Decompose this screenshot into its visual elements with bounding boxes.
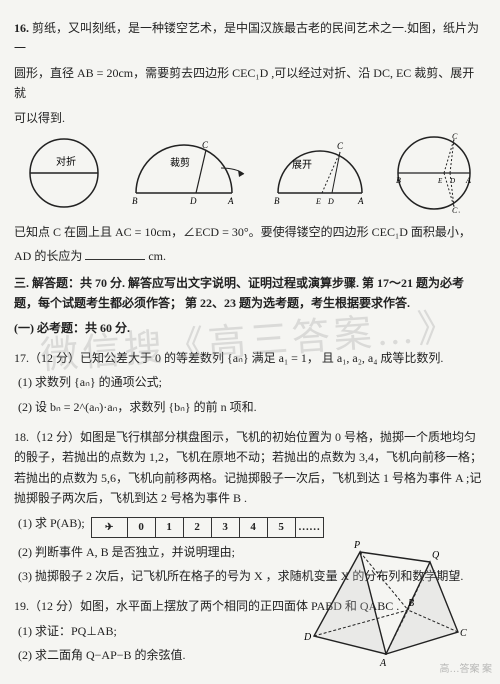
answer-blank[interactable]	[85, 248, 145, 260]
svg-text:A: A	[357, 196, 364, 206]
semicircle-cut: B A C D 裁剪	[126, 138, 246, 208]
cell-1: 1	[155, 517, 183, 537]
svg-text:B: B	[408, 598, 414, 609]
q16-line5b: cm.	[148, 249, 166, 263]
circle-full: 对折	[26, 135, 102, 211]
svg-text:A: A	[465, 176, 471, 185]
q16-number: 16.	[14, 21, 29, 35]
svg-text:E: E	[437, 177, 443, 185]
svg-text:C: C	[337, 141, 344, 151]
tetrahedra-diagram: P Q D A B C	[290, 538, 470, 674]
svg-text:展开: 展开	[292, 159, 312, 171]
cell-4: 4	[239, 517, 267, 537]
svg-text:D: D	[303, 632, 312, 643]
q16-line1: 16. 剪纸，又叫刻纸，是一种镂空艺术，是中国汉族最古老的民间艺术之一.如图，纸…	[14, 18, 486, 59]
svg-text:B: B	[396, 176, 401, 185]
svg-text:D: D	[449, 177, 455, 185]
q18-head: 18.（12 分）如图是飞行棋部分棋盘图示，飞机的初始位置为 0 号格，抛掷一个…	[14, 427, 486, 509]
question-16: 16. 剪纸，又叫刻纸，是一种镂空艺术，是中国汉族最古老的民间艺术之一.如图，纸…	[14, 18, 486, 267]
circle-final: C C₁ A B E D	[394, 133, 474, 213]
q16-line5: AD 的长应为 cm.	[14, 246, 486, 266]
semicircle-unfold: B A C E D 展开	[270, 138, 370, 208]
svg-text:C: C	[202, 140, 209, 150]
svg-text:D: D	[189, 196, 197, 206]
cell-ellipsis: ……	[295, 517, 323, 537]
footer-watermark: 高…答案 案	[440, 661, 493, 678]
q18-s1: (1) 求 P(AB);	[14, 513, 85, 533]
svg-text:D: D	[327, 197, 334, 206]
svg-text:C: C	[452, 133, 458, 141]
cell-0: 0	[127, 517, 155, 537]
svg-text:B: B	[132, 196, 138, 206]
section3-subtitle: (一) 必考题：共 60 分.	[14, 318, 486, 338]
q16-text1: 剪纸，又叫刻纸，是一种镂空艺术，是中国汉族最古老的民间艺术之一.如图，纸片为一	[14, 21, 479, 55]
svg-text:C: C	[460, 628, 467, 639]
q16-line5a: AD 的长应为	[14, 249, 82, 263]
svg-text:P: P	[353, 540, 360, 551]
svg-text:C₁: C₁	[452, 206, 460, 213]
svg-text:A: A	[227, 196, 234, 206]
q17-s1: (1) 求数列 {aₙ} 的通项公式;	[14, 372, 486, 392]
svg-text:对折: 对折	[56, 155, 76, 168]
cell-5: 5	[267, 517, 295, 537]
q16-line2: 圆形，直径 AB = 20cm，需要剪去四边形 CEC₁D ,可以经过对折、沿 …	[14, 63, 486, 104]
question-17: 17.（12 分）已知公差大于 0 的等差数列 {aₙ} 满足 a₁ = 1， …	[14, 348, 486, 417]
cell-3: 3	[211, 517, 239, 537]
plane-icon: ✈	[105, 522, 113, 533]
q16-line4: 已知点 C 在圆上且 AC = 10cm，∠ECD = 30°。要使得镂空的四边…	[14, 222, 486, 242]
section3-title: 三. 解答题：共 70 分. 解答应写出文字说明、证明过程或演算步骤. 第 17…	[14, 273, 486, 314]
q18-table-wrap: ✈ 0 1 2 3 4 5 ……	[85, 517, 324, 538]
plane-icon-cell: ✈	[91, 517, 127, 537]
flight-table: ✈ 0 1 2 3 4 5 ……	[91, 517, 324, 538]
svg-text:E: E	[315, 197, 321, 206]
q16-diagram-row: 对折 B A C D 裁剪 B A C E D 展开	[14, 134, 486, 212]
svg-text:B: B	[274, 196, 280, 206]
cell-2: 2	[183, 517, 211, 537]
q16-line3: 可以得到.	[14, 108, 486, 128]
svg-text:Q: Q	[432, 550, 440, 561]
svg-text:裁剪: 裁剪	[170, 156, 190, 169]
svg-text:A: A	[379, 658, 387, 668]
q17-head: 17.（12 分）已知公差大于 0 的等差数列 {aₙ} 满足 a₁ = 1， …	[14, 348, 486, 368]
q17-s2: (2) 设 bₙ = 2^(aₙ)·aₙ，求数列 {bₙ} 的前 n 项和.	[14, 397, 486, 417]
